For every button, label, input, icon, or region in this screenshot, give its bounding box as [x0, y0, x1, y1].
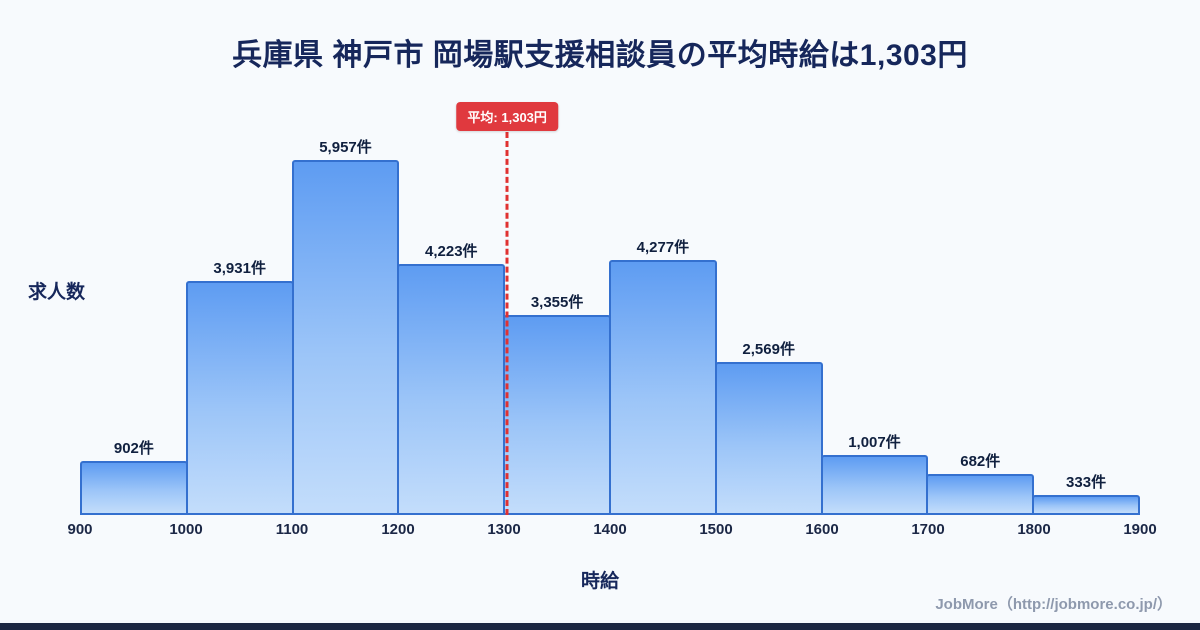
x-tick-label: 1200 [381, 521, 415, 538]
bar-value-label: 902件 [113, 440, 154, 458]
histogram-bar: 902件 [80, 440, 188, 515]
x-tick-label: 1800 [1017, 521, 1051, 538]
bar-value-label: 5,957件 [319, 139, 372, 157]
bar-value-label: 3,355件 [530, 294, 584, 312]
bottom-accent-bar [0, 623, 1200, 630]
histogram-bar: 3,931件 [185, 260, 294, 515]
bar-value-label: 4,223件 [425, 242, 478, 260]
average-dashed-line [505, 132, 509, 515]
x-tick-label: 1100 [275, 521, 309, 538]
histogram-bar: 4,277件 [608, 239, 717, 515]
bar-value-label: 2,569件 [742, 341, 795, 359]
x-tick-label: 1600 [805, 521, 839, 538]
bar-value-label: 4,277件 [636, 239, 690, 257]
histogram-bar: 5,957件 [291, 139, 400, 515]
histogram-bar: 682件 [926, 453, 1035, 515]
histogram-bar: 333件 [1032, 474, 1140, 515]
histogram-bar: 1,007件 [820, 434, 929, 515]
average-value-badge: 平均: 1,303円 [456, 102, 558, 131]
x-axis-ticks: 900 1000 1100 1200 1300 1400 1500 1600 1700 1800 1… [67, 521, 1156, 543]
x-tick-label: 1000 [169, 521, 203, 538]
x-tick-label: 1500 [699, 521, 733, 538]
bar-value-label: 1,007件 [848, 434, 901, 452]
histogram-bar: 3,355件 [503, 294, 611, 515]
y-axis-label: 求人数 [28, 282, 86, 303]
x-tick-label: 1900 [1123, 521, 1157, 538]
footer-credit: JobMore（http://jobmore.co.jp/） [935, 596, 1172, 613]
histogram-bar: 2,569件 [714, 341, 823, 515]
x-tick-label: 900 [67, 521, 93, 538]
bar-value-label: 682件 [960, 453, 1001, 471]
histogram-bars: 902件 3,931件 5,957件 4,223件 3,355件 4,277件 2,569件… [80, 139, 1140, 515]
histogram-bar: 4,223件 [397, 243, 506, 515]
x-axis-label: 時給 [580, 571, 619, 592]
chart-title: 兵庫県 神戸市 岡場駅支援相談員の平均時給は1,303円 [232, 39, 968, 72]
x-tick-label: 1300 [487, 521, 521, 538]
x-tick-label: 1400 [593, 521, 627, 538]
x-tick-label: 1700 [911, 521, 945, 538]
bar-value-label: 333件 [1066, 474, 1107, 492]
plot-area: 平均: 1,303円 902件 3,931件 5,957件 4,223件 3,355件 4… [67, 100, 1157, 538]
bar-value-label: 3,931件 [213, 260, 266, 278]
